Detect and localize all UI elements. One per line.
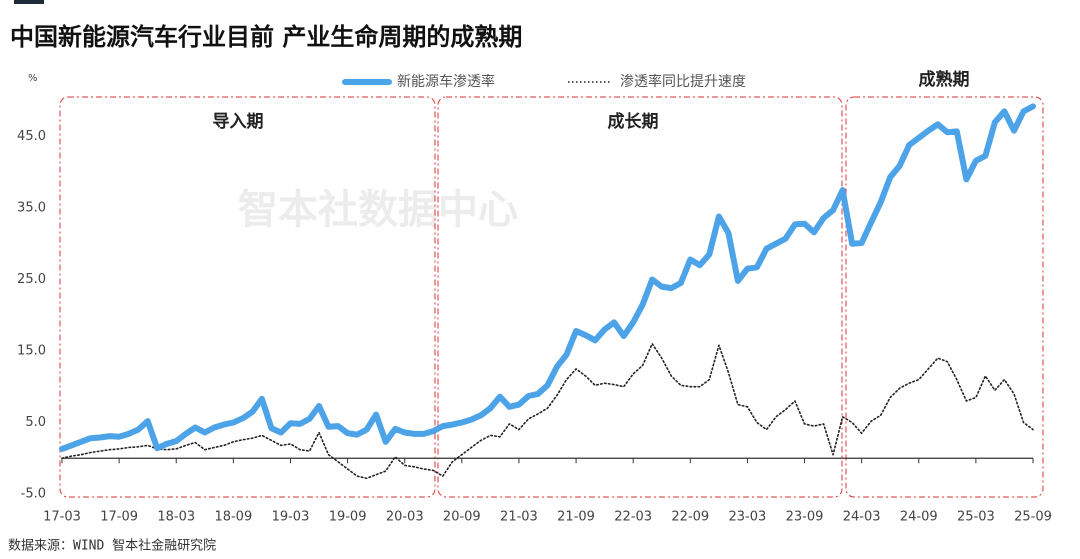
phase-box xyxy=(437,96,843,498)
x-tick-label: 20-03 xyxy=(386,510,424,525)
x-tick-label: 24-03 xyxy=(843,510,881,525)
x-tick-label: 23-03 xyxy=(729,510,767,525)
x-tick-label: 24-09 xyxy=(900,510,938,525)
phase-label: 成长期 xyxy=(608,111,659,132)
x-tick-label: 25-03 xyxy=(957,510,995,525)
phase-box xyxy=(845,96,1044,498)
phase-label: 导入期 xyxy=(213,112,264,132)
x-tick-label: 17-09 xyxy=(100,510,138,525)
x-tick-label: 17-03 xyxy=(43,510,81,525)
y-tick-label: 5.0 xyxy=(25,415,46,430)
y-tick-label: 35.0 xyxy=(17,200,46,215)
chart-title: 中国新能源汽车行业目前 产业生命周期的成熟期 xyxy=(10,23,522,51)
series-line xyxy=(59,103,1036,452)
series-line xyxy=(61,343,1034,480)
legend-label: 新能源车渗透率 xyxy=(397,73,495,90)
title-bar xyxy=(14,0,44,4)
phase-label: 成熟期 xyxy=(919,69,970,90)
y-tick-label: 25.0 xyxy=(17,272,46,287)
legend-label: 渗透率同比提升速度 xyxy=(620,73,746,90)
phase-box xyxy=(59,96,436,498)
watermark: 智本社数据中心 xyxy=(238,187,518,233)
x-tick-label: 18-09 xyxy=(214,510,252,525)
x-tick-label: 19-09 xyxy=(329,510,367,525)
x-tick-label: 19-03 xyxy=(272,510,310,525)
x-tick-label: 18-03 xyxy=(157,510,195,525)
x-tick-label: 22-09 xyxy=(671,510,709,525)
y-tick-label: 15.0 xyxy=(17,343,46,358)
y-tick-label: -5.0 xyxy=(21,487,46,502)
x-tick-label: 22-03 xyxy=(614,510,652,525)
y-unit: % xyxy=(28,73,38,84)
x-tick-label: 20-09 xyxy=(443,510,481,525)
x-tick-label: 21-03 xyxy=(500,510,538,525)
x-tick-label: 25-09 xyxy=(1014,510,1052,525)
source: 数据来源：WIND 智本社金融研究院 xyxy=(8,538,216,554)
x-tick-label: 21-09 xyxy=(557,510,595,525)
x-tick-label: 23-09 xyxy=(786,510,824,525)
y-tick-label: 45.0 xyxy=(17,129,46,144)
